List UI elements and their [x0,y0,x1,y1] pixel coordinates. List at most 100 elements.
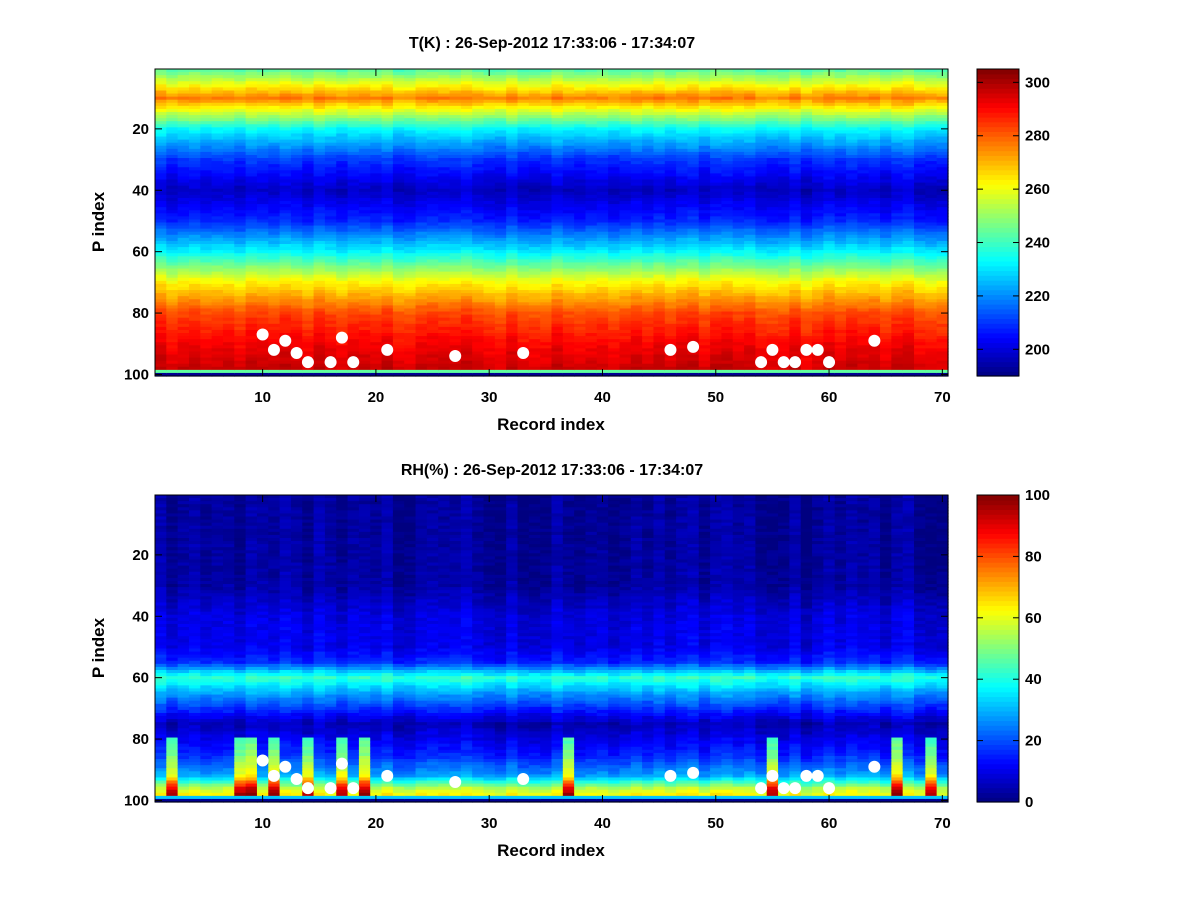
heatmap-cell [574,286,587,291]
heatmap-cell [551,326,564,331]
heatmap-cell [324,366,337,371]
heatmap-cell [426,225,439,230]
heatmap-cell [290,118,303,122]
heatmap-cell [392,99,405,104]
heatmap-cell [506,139,519,144]
heatmap-cell [460,158,473,162]
heatmap-cell [551,170,564,174]
heatmap-cell [392,151,405,156]
heatmap-cell [710,256,723,260]
heatmap-cell [585,90,598,95]
heatmap-cell [562,170,575,174]
heatmap-cell [483,142,496,147]
heatmap-cell [166,311,179,316]
heatmap-cell [687,336,700,340]
heatmap-cell [494,262,507,267]
heatmap-cell [517,286,530,291]
heatmap-cell [506,197,519,202]
heatmap-cell [710,145,723,150]
heatmap-cell [472,81,485,85]
heatmap-cell [653,87,666,92]
heatmap-cell [585,72,598,76]
heatmap-cell [392,201,405,205]
heatmap-cell [551,136,564,141]
heatmap-cell [438,99,451,104]
heatmap-cell [358,366,371,371]
heatmap-cell [653,250,666,254]
heatmap-cell [698,286,711,291]
heatmap-cell [358,142,371,147]
heatmap-cell [166,348,179,353]
heatmap-cell [517,176,530,181]
heatmap-cell [302,127,315,131]
heatmap-cell [245,351,258,356]
heatmap-cell [664,329,677,334]
heatmap-cell [211,256,224,260]
heatmap-cell [302,197,315,202]
heatmap-cell [313,256,326,260]
heatmap-cell [188,259,201,264]
heatmap-cell [336,259,349,264]
heatmap-cell [256,345,269,349]
heatmap-cell [619,320,632,325]
heatmap-cell [585,197,598,202]
heatmap-cell [540,369,553,374]
heatmap-cell [596,115,609,119]
heatmap-cell [268,231,281,236]
heatmap-cell [506,93,519,98]
heatmap-cell [710,90,723,95]
heatmap-cell [540,336,553,340]
heatmap-cell [200,102,213,107]
heatmap-cell [619,102,632,107]
heatmap-cell [222,167,235,171]
heatmap-cell [596,308,609,313]
heatmap-cell [256,108,269,113]
heatmap-cell [472,314,485,319]
heatmap-cell [619,265,632,270]
heatmap-cell [438,185,451,190]
heatmap-cell [426,283,439,288]
heatmap-cell [449,259,462,264]
heatmap-cell [596,305,609,310]
heatmap-cell [472,201,485,205]
heatmap-cell [166,78,179,82]
heatmap-cell [619,253,632,257]
heatmap-cell [642,339,655,343]
heatmap-cell [460,250,473,254]
heatmap-cell [268,102,281,107]
heatmap-cell [426,305,439,310]
heatmap-cell [222,326,235,331]
heatmap-cell [528,336,541,340]
heatmap-cell [370,84,383,89]
heatmap-cell [449,72,462,76]
heatmap-cell [472,167,485,171]
heatmap-cell [517,121,530,125]
heatmap-cell [653,93,666,98]
heatmap-cell [290,182,303,187]
heatmap-cell [290,142,303,147]
heatmap-cell [596,231,609,236]
heatmap-cell [528,351,541,356]
heatmap-cell [302,99,315,104]
heatmap-cell [676,323,689,328]
heatmap-cell [449,179,462,184]
heatmap-cell [211,293,224,297]
heatmap-cell [698,81,711,85]
heatmap-cell [517,173,530,178]
heatmap-cell [517,182,530,187]
heatmap-cell [290,225,303,230]
heatmap-cell [279,296,292,300]
heatmap-cell [619,299,632,303]
heatmap-cell [415,78,428,82]
heatmap-cell [245,69,258,73]
heatmap-cell [245,323,258,328]
heatmap-cell [687,299,700,303]
heatmap-cell [460,366,473,371]
heatmap-cell [222,311,235,316]
heatmap-cell [517,136,530,141]
heatmap-cell [155,78,167,82]
heatmap-cell [426,253,439,257]
heatmap-cell [392,188,405,193]
heatmap-cell [574,320,587,325]
heatmap-cell [438,360,451,365]
